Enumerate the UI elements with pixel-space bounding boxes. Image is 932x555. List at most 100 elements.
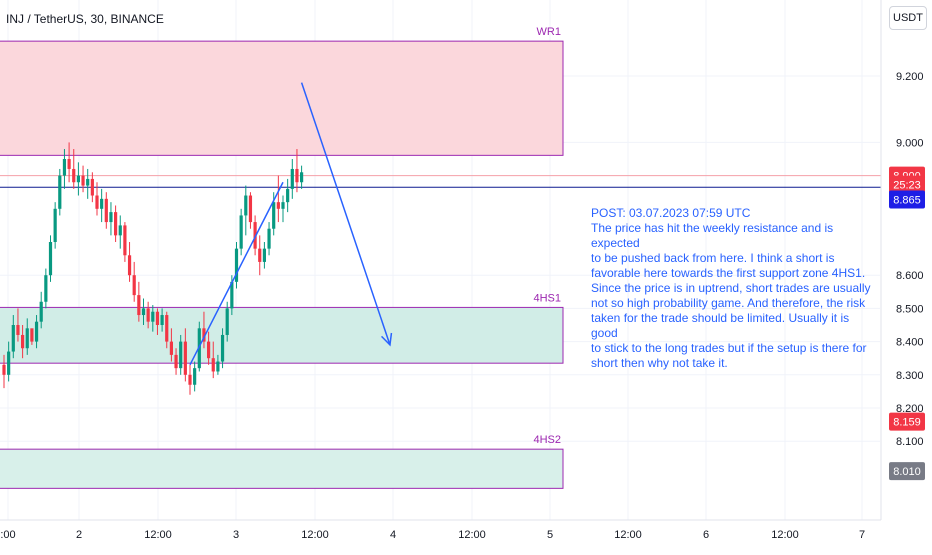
candle-body [137,295,141,316]
time-tick: 12:00 [144,529,172,541]
price-badge-label: 8.865 [893,195,921,207]
candle [202,311,206,349]
candle-body [220,334,225,362]
price-badge-label: 25:23 [893,180,921,192]
candle [141,298,146,325]
candle-body [81,175,85,186]
candle-body [281,202,285,209]
candle [276,175,280,223]
candle-body [58,175,62,209]
candle [34,315,39,349]
price-badge-label: 8.159 [893,417,921,429]
candle [21,325,25,359]
candle-body [165,315,169,342]
candle-body [216,361,220,372]
time-tick: 6 [703,529,709,541]
candle [48,235,53,282]
candle-body [30,328,34,342]
candle [160,308,164,332]
time-tick: 12:00 [458,529,486,541]
time-tick: 3 [233,529,239,541]
candle [127,242,132,282]
candle [11,315,15,359]
candle [67,142,71,183]
candle [2,354,6,389]
time-tick: 12:00 [771,529,799,541]
candle-body [197,328,201,369]
candle-body [95,195,99,209]
zone-4hs2 [0,448,564,489]
candle-body [248,195,253,223]
candle-body [169,341,173,355]
candle [30,328,34,345]
price-badge [889,190,925,209]
candle [286,178,290,213]
candle [295,149,299,193]
candle-body [123,225,127,256]
price-axis-bg [881,0,932,550]
candle [90,172,94,203]
zone-label: 4HS1 [533,292,561,304]
candle [207,331,211,365]
candle-body [211,358,215,372]
note-line: The price has hit the weekly resistance … [591,221,834,250]
note-line: short then why not take it. [591,356,728,370]
forecast-arrow [300,82,391,346]
candle [258,235,262,276]
candle-body [183,341,187,375]
candle [211,341,215,379]
time-tick: 7 [859,529,865,541]
price-badge-label: 8.010 [893,466,921,478]
candle-body [53,208,57,242]
candle [234,242,239,289]
time-tick: :00 [0,529,15,541]
candle-body [267,228,271,249]
candle [16,308,20,342]
candle-body [276,202,280,209]
note-line: Since the price is in uptrend, short tra… [591,281,871,295]
candle [244,185,248,236]
candle [100,188,104,223]
candle [174,348,178,375]
candle-body [188,374,192,385]
time-tick: 4 [390,529,396,541]
candle [179,334,183,375]
candle-body [34,321,39,342]
candle [151,305,155,332]
candle-body [295,168,299,183]
note-line: taken for the trade should be limited. U… [591,311,850,340]
candle-body [151,311,155,322]
note-line: favorable here towards the first support… [591,266,866,280]
candle [239,208,243,256]
candle-body [230,281,234,309]
candle [7,341,11,382]
candle [281,195,285,223]
candle-body [44,275,48,302]
candle-body [11,325,15,352]
time-tick: 12:00 [614,529,642,541]
candle-body [25,328,29,349]
candle-body [300,172,304,183]
currency-button[interactable]: USDT [889,6,927,30]
candle [104,192,108,229]
arrow-head [381,332,393,347]
candle-body [258,248,262,262]
candle-body [207,341,211,359]
candle [44,268,48,309]
candle-body [16,325,20,335]
candle [25,318,29,355]
candle [123,222,127,262]
candle [220,328,225,369]
candle-body [132,275,136,296]
candle [193,361,197,392]
candle-body [239,215,243,249]
candle-body [127,255,132,276]
candle-body [104,198,108,223]
candle [253,215,257,256]
time-axis-bg [0,520,932,550]
candle [109,202,113,236]
candle-body [179,341,183,369]
note-line: to stick to the long trades but if the s… [591,341,867,355]
